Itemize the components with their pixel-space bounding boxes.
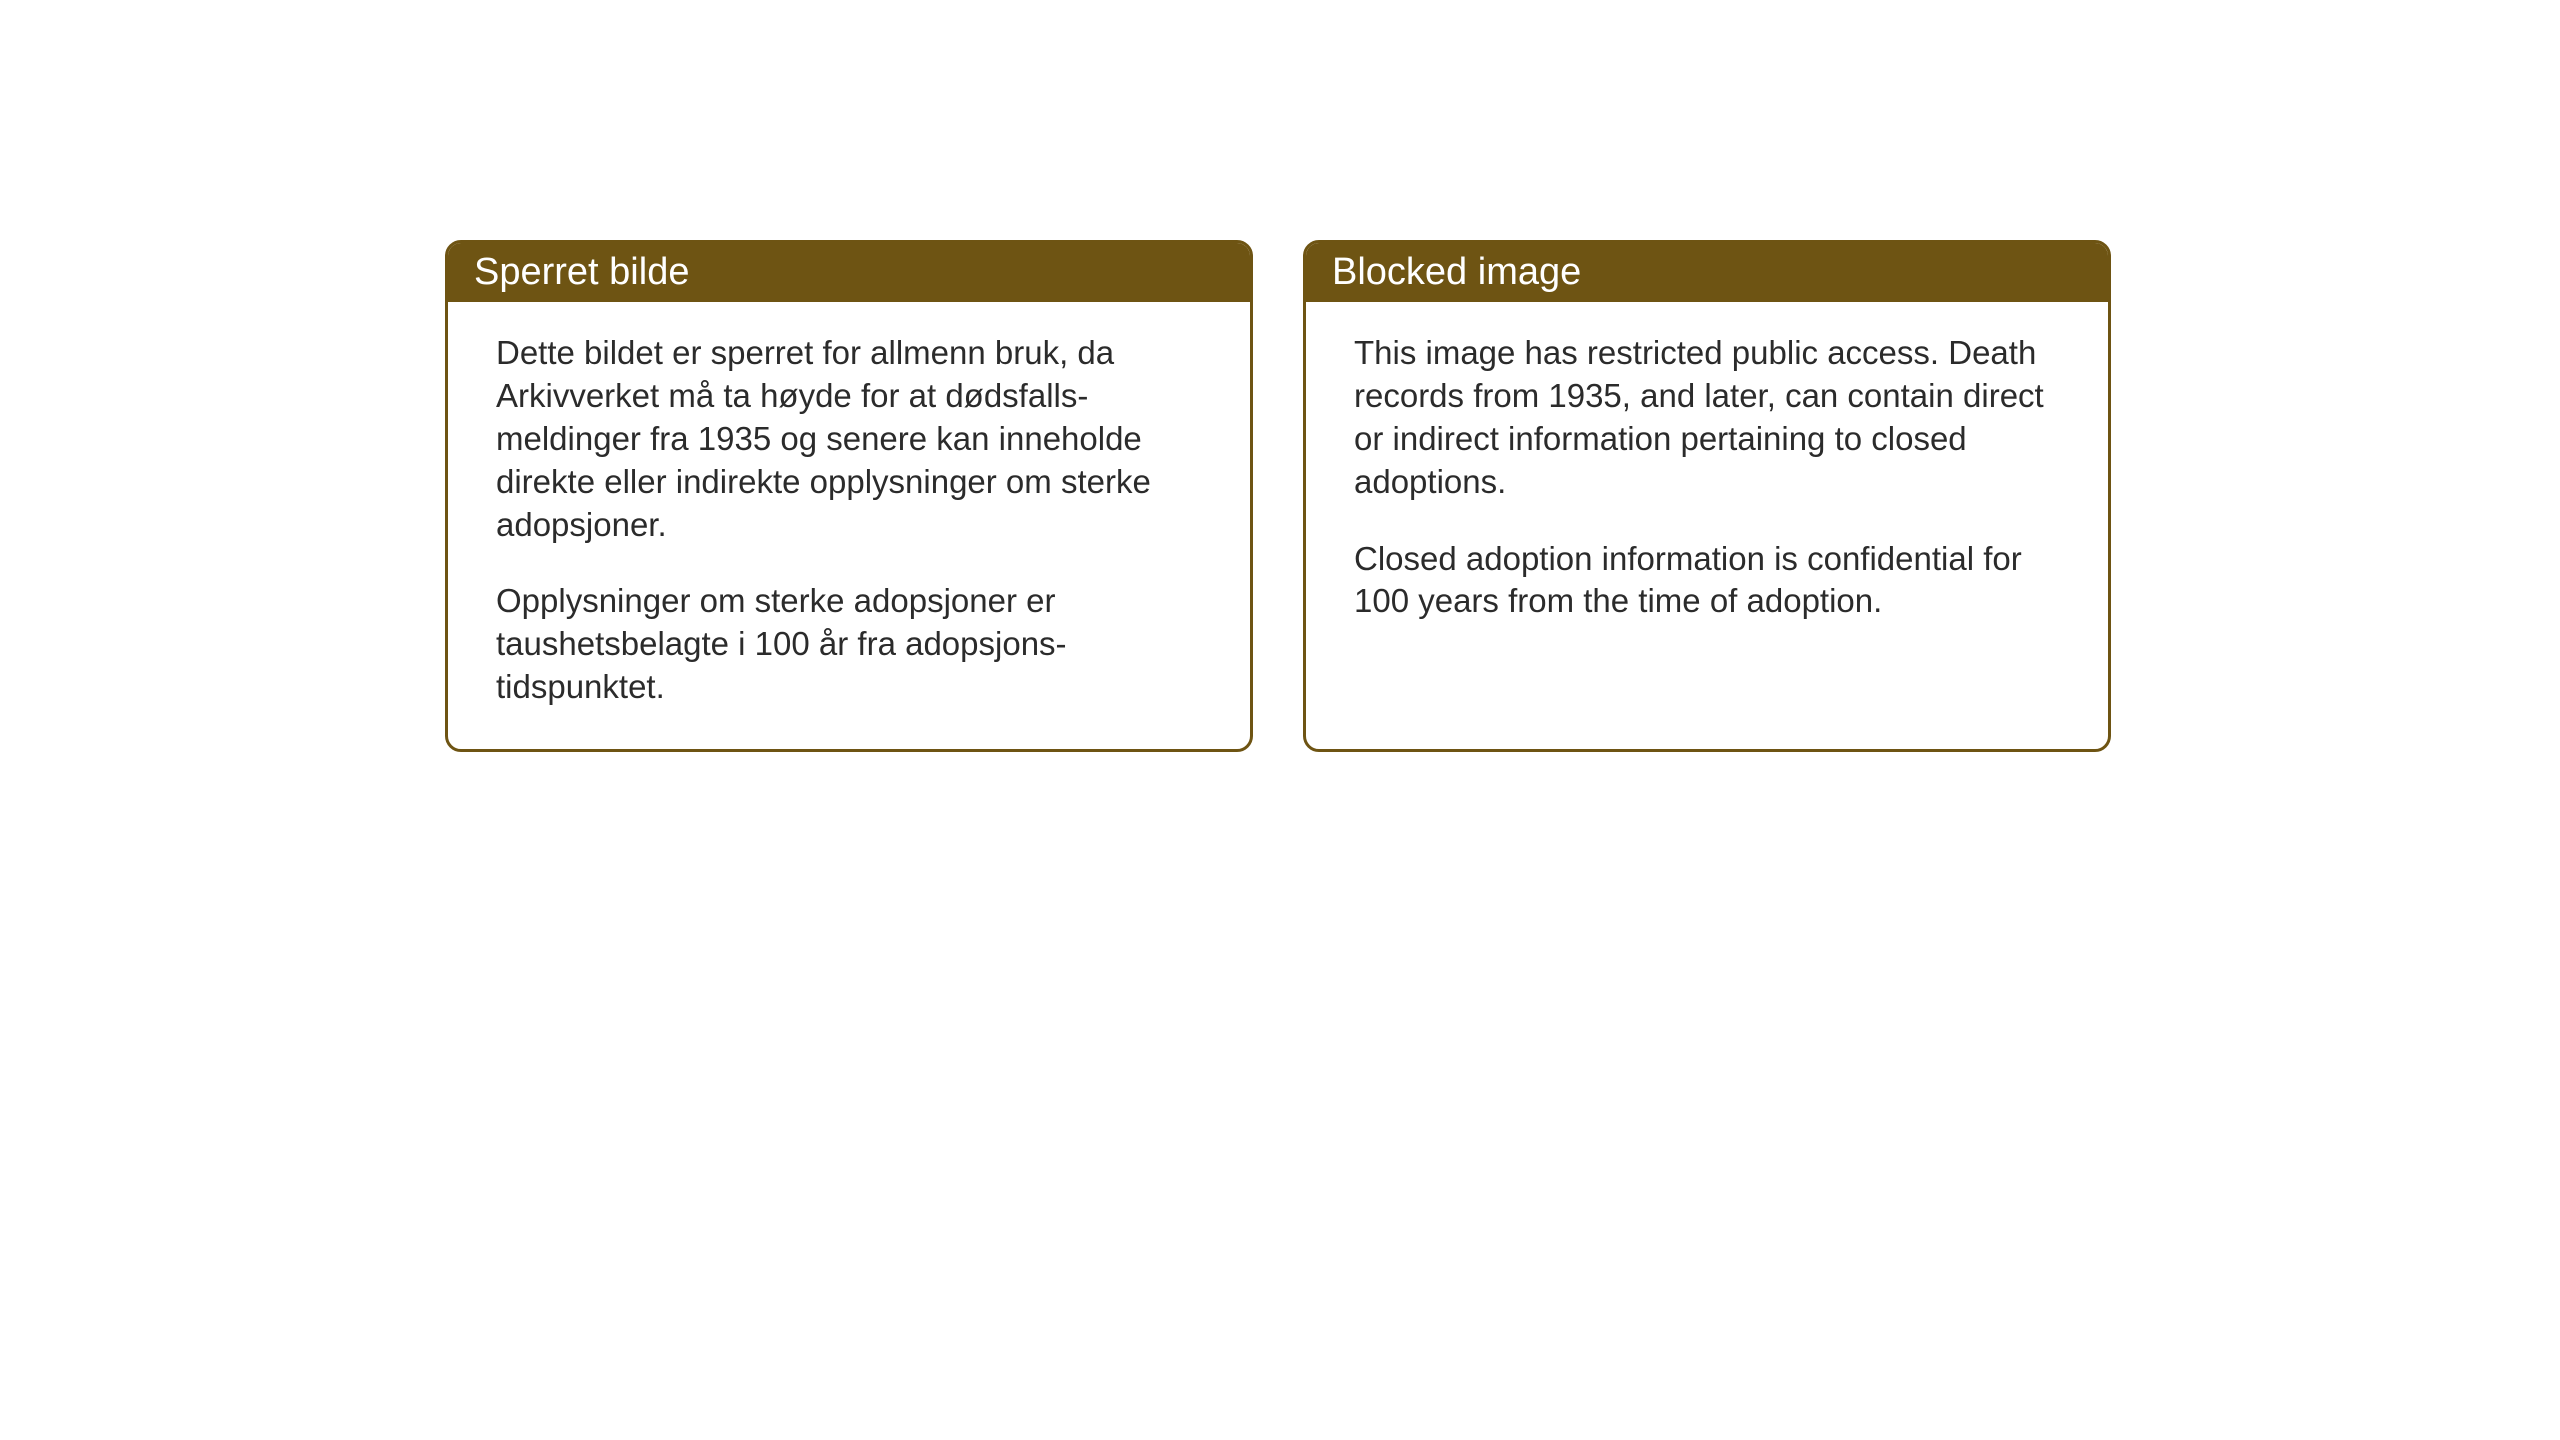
notice-paragraph-1-english: This image has restricted public access.… bbox=[1354, 332, 2060, 504]
notices-container: Sperret bilde Dette bildet er sperret fo… bbox=[445, 240, 2111, 752]
notice-header-english: Blocked image bbox=[1306, 243, 2108, 302]
notice-body-norwegian: Dette bildet er sperret for allmenn bruk… bbox=[448, 302, 1250, 749]
notice-paragraph-2-english: Closed adoption information is confident… bbox=[1354, 538, 2060, 624]
notice-box-norwegian: Sperret bilde Dette bildet er sperret fo… bbox=[445, 240, 1253, 752]
notice-paragraph-2-norwegian: Opplysninger om sterke adopsjoner er tau… bbox=[496, 580, 1202, 709]
notice-header-norwegian: Sperret bilde bbox=[448, 243, 1250, 302]
notice-paragraph-1-norwegian: Dette bildet er sperret for allmenn bruk… bbox=[496, 332, 1202, 546]
notice-body-english: This image has restricted public access.… bbox=[1306, 302, 2108, 663]
notice-title-english: Blocked image bbox=[1332, 251, 1581, 293]
notice-box-english: Blocked image This image has restricted … bbox=[1303, 240, 2111, 752]
notice-title-norwegian: Sperret bilde bbox=[474, 251, 689, 293]
